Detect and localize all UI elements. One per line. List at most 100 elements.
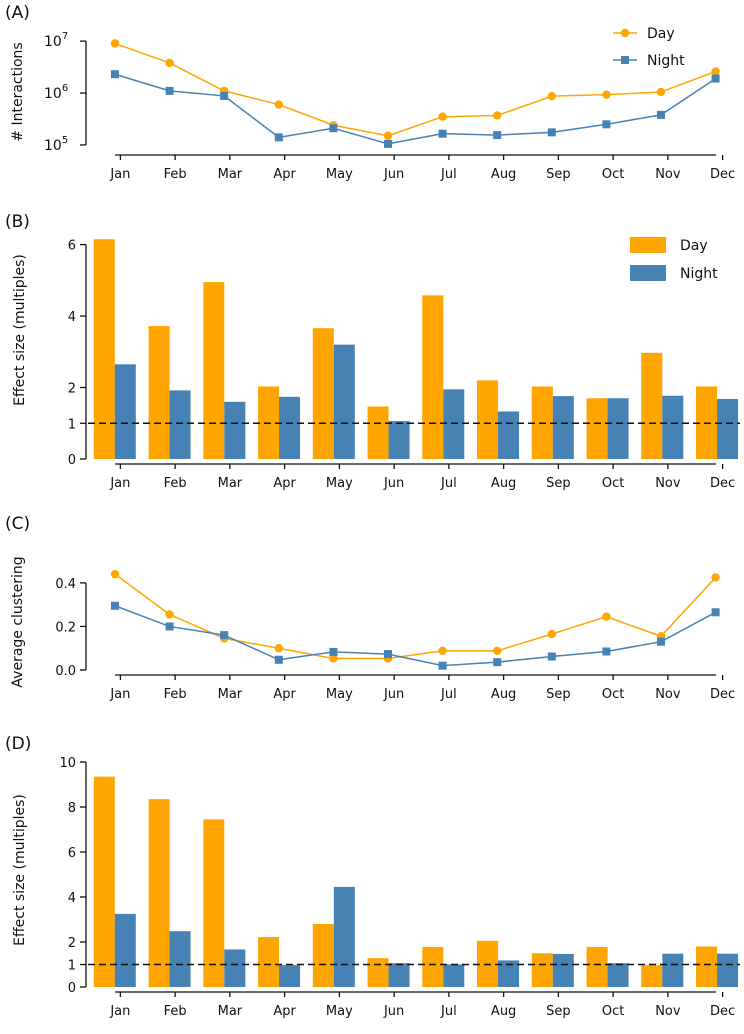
panel-b-label: (B) xyxy=(5,212,30,232)
panel-a-x-tick-label: Sep xyxy=(546,167,571,182)
panel-b-bar-day xyxy=(367,406,389,459)
panel-c-x-tick-label: Sep xyxy=(546,687,571,702)
panel-d-x-tick-label: Nov xyxy=(655,1004,681,1019)
panel-b-legend-label-night: Night xyxy=(680,266,718,282)
panel-b-x-tick-label: Apr xyxy=(273,476,296,491)
panel-a-x-tick-label: Jul xyxy=(440,167,457,182)
panel-c-night-line xyxy=(114,605,716,667)
legend-a-label-day: Day xyxy=(647,26,675,42)
panel-d-x-tick-label: May xyxy=(326,1004,353,1019)
panel-a-night-point xyxy=(111,70,119,79)
panel-d-y-tick-label: 2 xyxy=(68,936,76,951)
panel-d-bar-day xyxy=(531,953,553,987)
panel-d-y-tick-label: 0 xyxy=(68,981,76,996)
panel-b-bar-day xyxy=(477,380,499,459)
panel-a-night-point xyxy=(165,86,174,95)
panel-d-bar-night xyxy=(224,949,246,987)
panel-d-bar-day xyxy=(258,937,280,987)
panel-a-x-tick-label: Jan xyxy=(109,167,130,182)
panel-b-y-tick-label: 2 xyxy=(68,382,76,397)
panel-a-day-point xyxy=(274,100,283,109)
panel-b-x-tick-label: Jul xyxy=(440,476,457,491)
panel-b-bar-night xyxy=(717,398,739,459)
panel-a-night-point xyxy=(602,120,611,129)
panel-b-x-tick-label: Aug xyxy=(491,476,516,491)
panel-b-y-tick-label: 6 xyxy=(68,239,76,254)
panel-a-day-point xyxy=(547,91,556,101)
panel-c-day-point xyxy=(274,644,283,653)
panel-b-bar-night xyxy=(279,396,301,459)
panel-b-x-tick-label: Oct xyxy=(602,476,624,491)
panel-d-x-tick-label: Dec xyxy=(710,1004,735,1019)
panel-d-bar-night xyxy=(114,913,136,987)
panel-a-x-tick-label: Apr xyxy=(273,167,296,182)
panel-a-night-point xyxy=(493,131,502,140)
legend-a-marker-night xyxy=(621,56,629,64)
panel-a-x-tick-label: May xyxy=(326,167,353,182)
panel-a-x-tick-label: Oct xyxy=(602,167,624,182)
panel-c-x-tick-label: Jan xyxy=(109,687,130,702)
panel-c-night-point xyxy=(438,661,447,670)
panel-c-night-point xyxy=(329,647,338,656)
panel-d-bar-night xyxy=(443,964,465,987)
panel-c-x-tick-label: Dec xyxy=(710,687,735,702)
panel-c-night-point xyxy=(602,647,611,656)
panel-d-bar-day xyxy=(641,965,663,987)
panel-b-x-tick-label: Feb xyxy=(164,476,187,491)
panel-a-night-point xyxy=(438,129,447,138)
panel-b-x-tick-label: May xyxy=(326,476,353,491)
panel-c-x-tick-label: Apr xyxy=(273,687,296,702)
panel-a-day-point xyxy=(656,87,666,97)
panel-a-night-point xyxy=(274,133,283,142)
panel-d-x-tick-label: Mar xyxy=(218,1004,243,1019)
panel-d-y-label: Effect size (multiples) xyxy=(12,794,28,946)
panel-d-bar-day xyxy=(312,924,334,987)
panel-b-bar-night xyxy=(498,411,520,459)
panel-a-x-tick-label: Nov xyxy=(655,167,681,182)
panel-c-night-point xyxy=(547,652,556,661)
panel-c-day-point xyxy=(329,654,338,663)
panel-b-bar-night xyxy=(169,390,191,459)
panel-d-x-tick-label: Aug xyxy=(491,1004,516,1019)
panel-b-bar-night xyxy=(607,398,629,459)
panel-a-night-point xyxy=(384,139,392,148)
panel-b-x-tick-label: Nov xyxy=(655,476,681,491)
panel-b-bar-night xyxy=(224,401,246,459)
panel-d-bar-night xyxy=(717,953,739,987)
panel-b-y-tick-label: 1 xyxy=(68,417,76,432)
panel-c-x-tick-label: Jun xyxy=(383,687,404,702)
panel-b-x-tick-label: Dec xyxy=(710,476,735,491)
panel-c-day-point xyxy=(165,610,174,619)
panel-c-x-tick-label: Nov xyxy=(655,687,681,702)
panel-d-y-tick-label: 6 xyxy=(68,846,76,861)
panel-c-y-tick-label: 0.0 xyxy=(55,664,76,679)
panel-a-day-point xyxy=(165,58,174,68)
panel-c-night-point xyxy=(220,631,229,640)
panel-a-day-point xyxy=(110,39,120,48)
panel-b-y-tick-label: 0 xyxy=(68,453,76,468)
panel-c-night-point xyxy=(274,655,283,664)
panel-c-night-point xyxy=(111,601,119,610)
panel-b-bar-day xyxy=(312,328,334,459)
panel-d-bar-night xyxy=(662,953,684,987)
panel-d-y-tick-label: 10 xyxy=(59,756,76,771)
panel-c-day-point xyxy=(602,612,611,621)
panel-a-day-point xyxy=(383,131,393,141)
panel-a-day-point xyxy=(438,112,447,121)
panel-b-y-label: Effect size (multiples) xyxy=(12,254,28,406)
panel-d-x-tick-label: Jun xyxy=(383,1004,404,1019)
panel-a-x-tick-label: Jun xyxy=(383,167,404,182)
panel-c-x-tick-label: Feb xyxy=(164,687,187,702)
panel-a-label: (A) xyxy=(5,3,30,23)
panel-a-y-tick-label: 105 xyxy=(44,135,68,154)
panel-d-x-tick-label: Apr xyxy=(273,1004,296,1019)
panel-d-bar-day xyxy=(696,946,718,987)
panel-a-x-tick-label: Aug xyxy=(491,167,516,182)
legend-a-label-night: Night xyxy=(647,53,685,69)
panel-c-day-point xyxy=(438,646,447,656)
panel-b-legend-label-day: Day xyxy=(680,238,708,254)
panel-d-x-tick-label: Jan xyxy=(109,1004,130,1019)
panel-d-x-tick-label: Oct xyxy=(602,1004,624,1019)
panel-b-bar-day xyxy=(148,326,170,459)
